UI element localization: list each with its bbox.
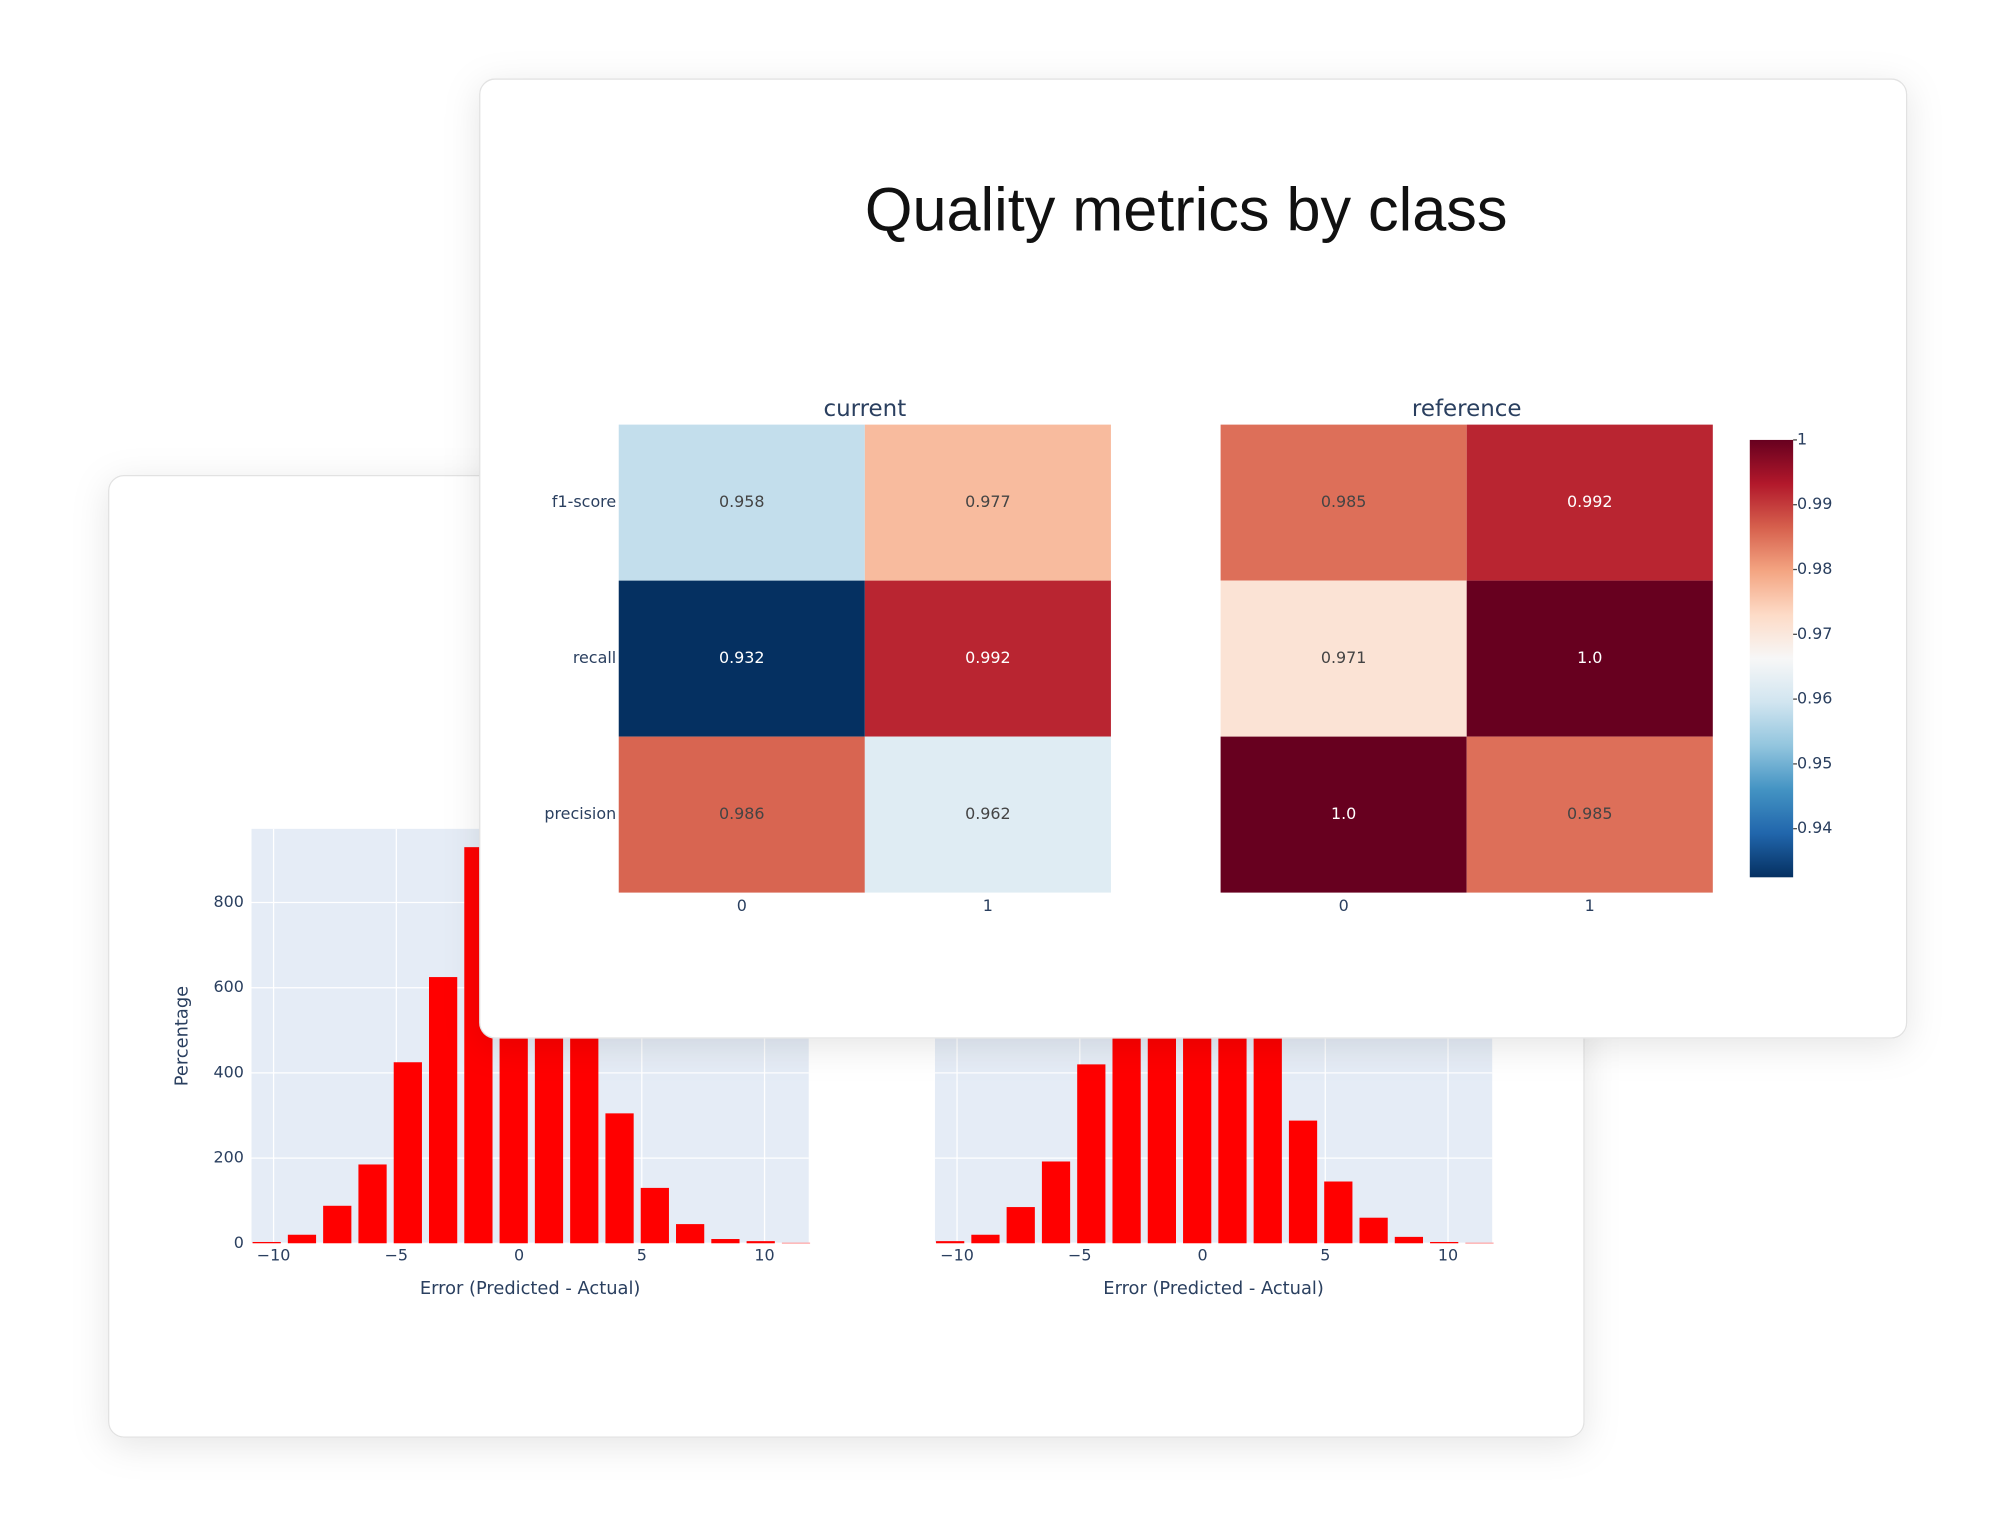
cell-label: 0.977 [965, 492, 1011, 511]
heatmap-cell [618, 736, 865, 893]
heatmap-cell [618, 424, 865, 581]
heatmap-cell [1220, 580, 1467, 737]
x-tick-label: 1 [1585, 896, 1595, 915]
y-tick-label: 400 [213, 1062, 243, 1081]
heatmap-cell [1466, 424, 1713, 581]
x-tick-label: 5 [1320, 1246, 1330, 1265]
bar [1253, 1004, 1282, 1244]
cell-label: 1.0 [1577, 648, 1602, 667]
y-tick-label: precision [544, 804, 616, 823]
colorbar [1749, 439, 1794, 878]
bar [252, 1241, 281, 1244]
heatmap-cell [1220, 424, 1467, 581]
bar [1359, 1217, 1388, 1244]
x-tick-label: −10 [257, 1246, 291, 1265]
cell-label: 0.971 [1321, 648, 1367, 667]
heatmap-cell [1466, 736, 1713, 893]
y-tick-label: 600 [213, 977, 243, 996]
x-tick-label: 0 [514, 1246, 524, 1265]
cell-label: 0.958 [719, 492, 765, 511]
bar [936, 1241, 965, 1244]
x-tick-label: 5 [637, 1246, 647, 1265]
x-tick-label: 10 [754, 1246, 774, 1265]
bar [711, 1239, 740, 1244]
y-tick-label: 200 [213, 1148, 243, 1167]
x-axis-label: Error (Predicted - Actual) [1103, 1278, 1324, 1299]
heatmap-cell [864, 580, 1111, 737]
x-tick-label: 0 [737, 896, 747, 915]
bar [1430, 1241, 1459, 1244]
heatmap-cell [1466, 580, 1713, 737]
colorbar-tick-label: 0.98 [1797, 559, 1832, 578]
cell-label: 0.992 [1567, 492, 1613, 511]
cell-label: 0.992 [965, 648, 1011, 667]
subplot-title: reference [1412, 396, 1522, 422]
heatmap-cell [864, 424, 1111, 581]
x-tick-label: −10 [940, 1246, 974, 1265]
colorbar-tick-label: 0.94 [1797, 818, 1832, 837]
bar [358, 1164, 387, 1244]
x-tick-label: 10 [1438, 1246, 1458, 1265]
bar [1394, 1236, 1424, 1244]
bar [1324, 1181, 1353, 1244]
chart-title: Quality metrics by class [865, 175, 1508, 243]
bar [1041, 1161, 1071, 1244]
x-tick-label: −5 [385, 1246, 408, 1265]
bar [429, 977, 458, 1244]
bar [570, 1004, 599, 1244]
heatmap-cell [1220, 736, 1467, 893]
bar [393, 1062, 422, 1244]
x-tick-label: 0 [1339, 896, 1349, 915]
bar [1006, 1207, 1035, 1244]
colorbar-tick-label: 0.95 [1797, 753, 1832, 772]
cell-label: 0.985 [1321, 492, 1367, 511]
bar [746, 1241, 775, 1244]
y-axis-label: Percentage [172, 986, 193, 1086]
colorbar-tick-label: 0.99 [1797, 494, 1832, 513]
cell-label: 1.0 [1331, 804, 1356, 823]
cell-label: 0.932 [719, 648, 765, 667]
bar [676, 1224, 705, 1244]
heatmap-cell [864, 736, 1111, 893]
heatmap-card: Quality metrics by class current 0.958 0.9… [479, 78, 1908, 1039]
x-tick-label: 1 [983, 896, 993, 915]
colorbar-tick-label: 0.96 [1797, 689, 1832, 708]
subplot-title: current [823, 396, 906, 422]
y-tick-label: 800 [213, 892, 243, 911]
x-tick-label: 0 [1197, 1246, 1207, 1265]
bar [640, 1187, 669, 1244]
cell-label: 0.985 [1567, 804, 1613, 823]
bar [1288, 1120, 1318, 1244]
x-tick-label: −5 [1068, 1246, 1091, 1265]
colorbar-tick-label: 1 [1797, 429, 1807, 448]
heatmap-cell [618, 580, 865, 737]
bar [605, 1113, 634, 1244]
y-tick-label: recall [573, 648, 616, 667]
y-tick-label: f1-score [552, 492, 616, 511]
bar [323, 1205, 352, 1244]
x-axis-label: Error (Predicted - Actual) [420, 1278, 641, 1299]
bar [971, 1234, 1000, 1244]
bar [1077, 1064, 1106, 1244]
colorbar-tick-label: 0.97 [1797, 624, 1832, 643]
bar [287, 1234, 317, 1244]
cell-label: 0.986 [719, 804, 765, 823]
y-tick-label: 0 [234, 1233, 244, 1252]
cell-label: 0.962 [965, 804, 1011, 823]
